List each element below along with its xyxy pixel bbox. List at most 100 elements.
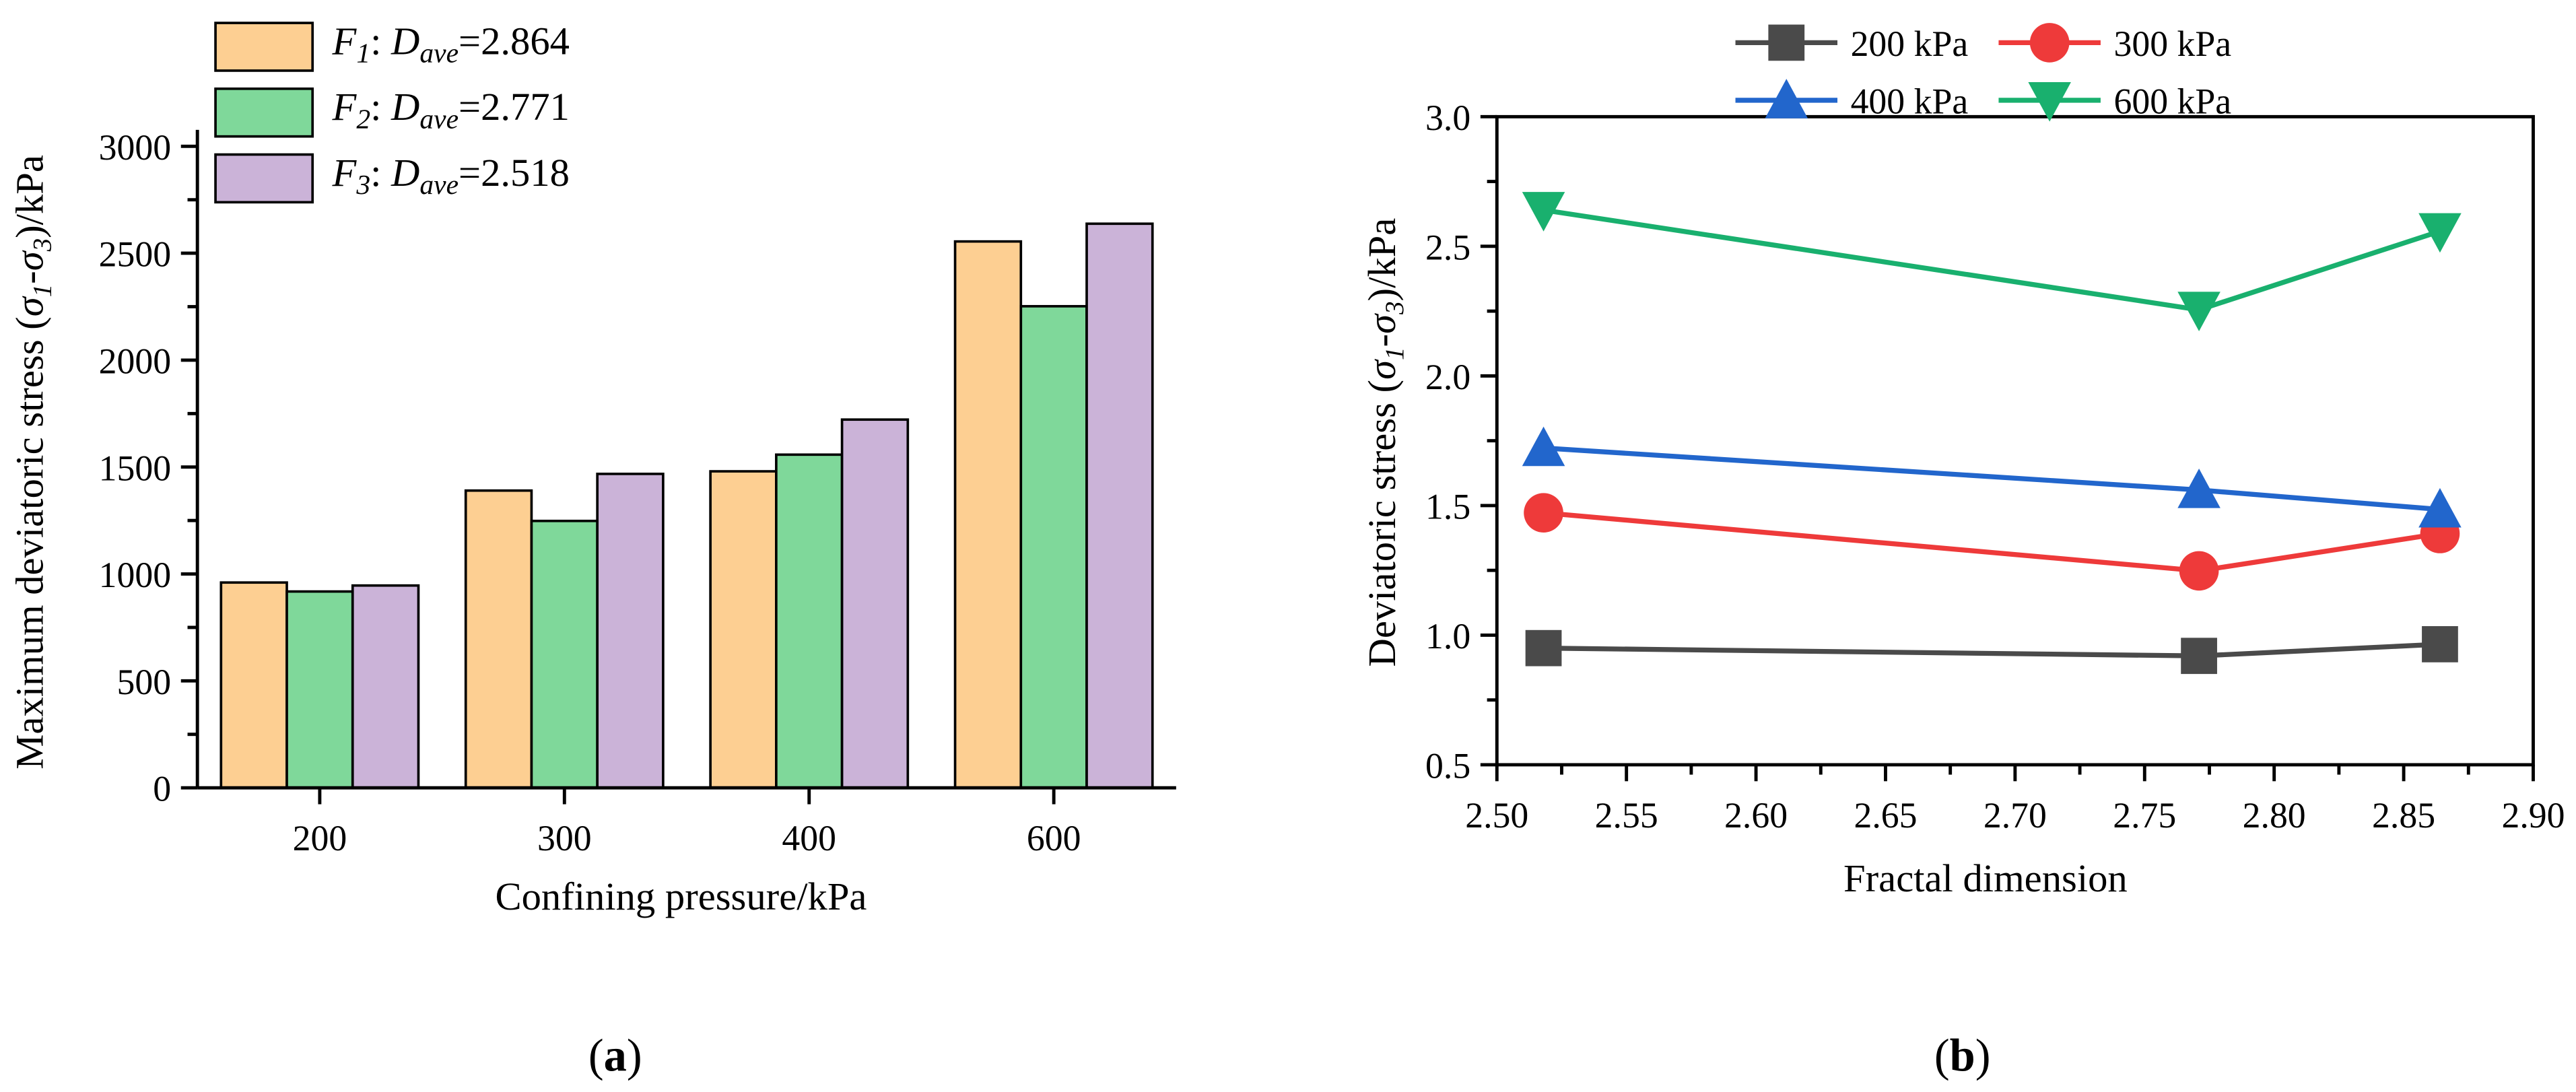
sigma3-subscript: 3 <box>1380 301 1409 315</box>
data-point <box>2179 551 2219 591</box>
series-line <box>1543 445 2441 512</box>
legend: 200 kPa 300 kPa 400 kPa 600 kPa <box>1735 23 2231 122</box>
x-tick-label: 2.80 <box>2243 795 2306 835</box>
y-tick-label: 1.5 <box>1425 486 1470 526</box>
panel-label-a: (a) <box>588 1029 642 1081</box>
legend-marker-4 <box>2028 82 2071 122</box>
sigma1-symbol: σ <box>1360 359 1404 380</box>
x-tick-label: 2.90 <box>2501 795 2565 835</box>
x-tick-label: 2.85 <box>2372 795 2435 835</box>
legend-marker-1 <box>1768 24 1805 61</box>
legend-part-val: =2.864 <box>459 19 570 63</box>
sigma3-symbol: σ <box>1360 313 1404 334</box>
legend-label-series-1: F1: Dave=2.864 <box>332 19 570 68</box>
legend-label-series-2: F2: Dave=2.771 <box>332 85 570 134</box>
bar-600-series-1 <box>953 240 1023 789</box>
y-tick-label: 500 <box>116 662 171 702</box>
legend-part-d: D <box>391 19 419 63</box>
series-300-kPa <box>1524 493 2460 591</box>
data-point <box>1524 493 1563 533</box>
y-axis-title-dash: - <box>1360 334 1404 347</box>
bars-group <box>219 222 1154 789</box>
panel-b-line-chart: 2.50 2.55 2.60 2.65 2.70 2.75 2.80 2.85 2.90 0.5 1… <box>1360 23 2565 1081</box>
y-tick-label: 3000 <box>99 127 171 168</box>
y-axis-title-pre: Maximum deviatoric stress ( <box>8 316 52 769</box>
y-tick-label: 1000 <box>99 555 171 595</box>
legend-swatch-series-2 <box>214 87 314 138</box>
sigma1-subscript: 1 <box>28 284 57 298</box>
series-line <box>1543 510 2441 574</box>
y-axis-title: Maximum deviatoric stress (σ1-σ3)/kPa <box>8 155 57 770</box>
y-axis-title-dash: - <box>8 271 52 284</box>
data-point <box>2418 213 2462 253</box>
legend-part-d: D <box>391 85 419 129</box>
data-point <box>1525 629 1562 667</box>
legend-marker-2 <box>2029 23 2070 63</box>
legend-part-dsub: ave <box>419 103 459 134</box>
panel-letter-b: b <box>1950 1029 1975 1081</box>
legend-part-fsub: 1 <box>356 38 370 69</box>
legend-label-2: 300 kPa <box>2113 24 2231 64</box>
y-tick-label: 2.5 <box>1425 227 1470 267</box>
legend-part-dsub: ave <box>419 38 459 69</box>
y-axis-title-post: )/kPa <box>1360 218 1404 302</box>
y-axis-title-post: )/kPa <box>8 155 52 238</box>
legend-part-f: F <box>332 151 358 195</box>
data-point <box>2177 292 2221 331</box>
data-point <box>2422 626 2458 662</box>
data-point <box>1522 192 1565 232</box>
data-point <box>2418 487 2462 528</box>
x-tick-label: 2.55 <box>1595 795 1658 835</box>
legend-part-val: =2.518 <box>459 151 570 195</box>
legend-swatch-series-3 <box>214 153 314 204</box>
x-tick-label: 2.60 <box>1724 795 1788 835</box>
y-tick-label: 2.0 <box>1425 357 1470 397</box>
panel-letter-a: a <box>604 1029 627 1081</box>
bar-200-series-2 <box>285 590 354 789</box>
legend-label-series-3: F3: Dave=2.518 <box>332 151 570 200</box>
x-tick-label: 400 <box>782 818 836 858</box>
series-600-kPa <box>1522 192 2462 331</box>
bar-600-series-3 <box>1085 222 1154 789</box>
bar-600-series-2 <box>1019 305 1088 789</box>
y-tick-label: 2000 <box>99 341 171 381</box>
series-400-kPa <box>1522 426 2462 528</box>
x-axis-title: Confining pressure/kPa <box>495 875 867 918</box>
bar-300-series-2 <box>530 519 599 789</box>
x-tick-label: 2.50 <box>1465 795 1528 835</box>
bar-400-series-2 <box>775 453 844 789</box>
x-tick-label: 600 <box>1027 818 1081 858</box>
y-axis-title-pre: Deviatoric stress ( <box>1360 380 1404 667</box>
legend-marker-3 <box>1765 79 1808 118</box>
axes-group: 200 300 400 600 0 500 1000 1500 2000 2500 3000 <box>99 127 1176 858</box>
series-line <box>1543 207 2441 312</box>
sigma1-subscript: 1 <box>1380 347 1409 360</box>
legend-label-1: 200 kPa <box>1851 24 1969 64</box>
data-point <box>1522 426 1565 467</box>
legend-part-colon: : <box>370 19 391 63</box>
data-point <box>2181 638 2217 675</box>
x-tick-label: 300 <box>537 818 592 858</box>
bar-200-series-1 <box>219 581 288 789</box>
x-tick-label: 2.70 <box>1984 795 2047 835</box>
y-axis-title: Deviatoric stress (σ1-σ3)/kPa <box>1360 218 1409 667</box>
legend-part-colon: : <box>370 151 391 195</box>
legend-part-fsub: 2 <box>356 103 370 134</box>
legend-part-f: F <box>332 85 358 129</box>
y-tick-label: 3.0 <box>1425 98 1470 138</box>
bar-400-series-1 <box>709 470 778 789</box>
legend-part-colon: : <box>370 85 391 129</box>
sigma3-subscript: 3 <box>28 238 57 252</box>
series-line <box>1543 642 2441 658</box>
y-tick-label: 1.0 <box>1425 616 1470 656</box>
data-point <box>2177 469 2221 508</box>
y-tick-label: 2500 <box>99 234 171 275</box>
legend-label-4: 600 kPa <box>2113 81 2231 121</box>
plot-frame <box>1495 114 2535 767</box>
y-tick-label: 0 <box>153 769 171 809</box>
panel-label-b: (b) <box>1934 1029 1991 1081</box>
legend-part-val: =2.771 <box>459 85 570 129</box>
